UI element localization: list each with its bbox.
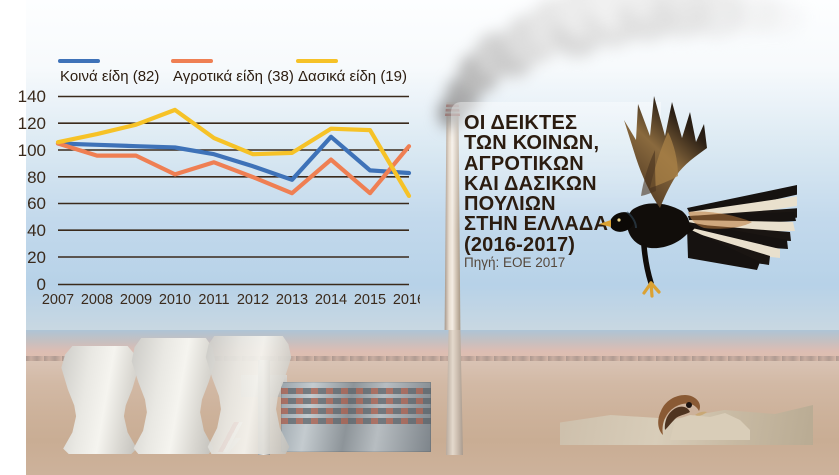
svg-text:2014: 2014 — [315, 292, 347, 308]
svg-text:60: 60 — [27, 194, 46, 213]
svg-text:2016: 2016 — [393, 292, 420, 308]
svg-text:140: 140 — [18, 87, 46, 106]
svg-text:2013: 2013 — [276, 292, 308, 308]
svg-text:120: 120 — [18, 114, 46, 133]
svg-text:Δασικά είδη (19): Δασικά είδη (19) — [298, 68, 407, 85]
svg-text:2015: 2015 — [354, 292, 386, 308]
svg-text:2009: 2009 — [120, 292, 152, 308]
svg-text:80: 80 — [27, 168, 46, 187]
svg-text:100: 100 — [18, 141, 46, 160]
svg-text:2011: 2011 — [198, 292, 229, 308]
svg-text:20: 20 — [27, 248, 46, 267]
svg-text:Αγροτικά είδη (38): Αγροτικά είδη (38) — [173, 68, 294, 85]
svg-text:2007: 2007 — [42, 292, 74, 308]
svg-text:2012: 2012 — [237, 292, 269, 308]
svg-text:40: 40 — [27, 221, 46, 240]
svg-text:Κοινά είδη (82): Κοινά είδη (82) — [60, 68, 159, 85]
svg-text:2008: 2008 — [81, 292, 113, 308]
svg-text:2010: 2010 — [159, 292, 191, 308]
